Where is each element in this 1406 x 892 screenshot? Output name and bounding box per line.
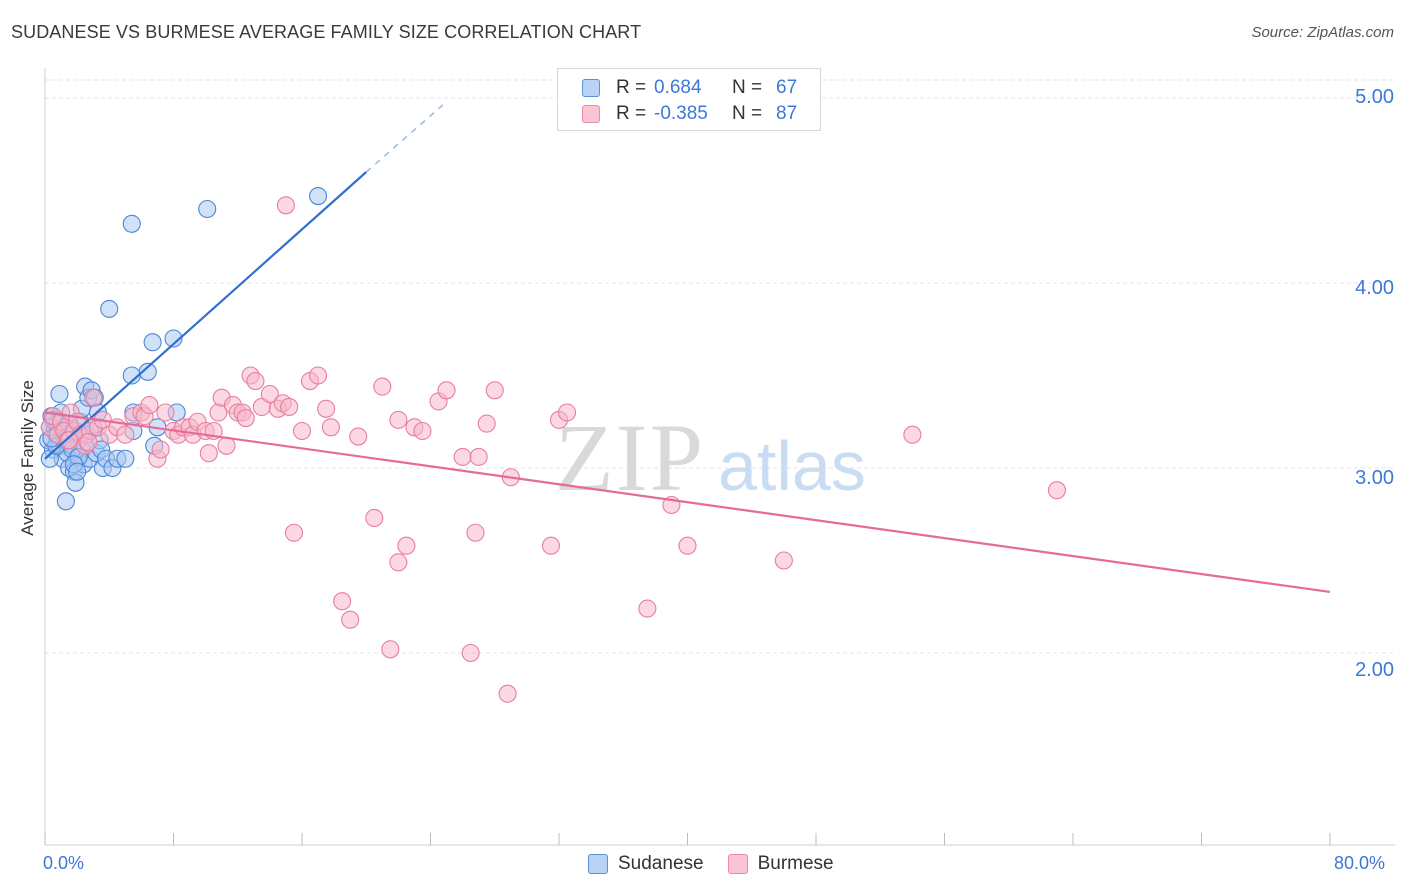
y-tick-label-3: 3.00 [1355, 467, 1394, 489]
burmese-point [1047, 481, 1066, 500]
burmese-point [541, 536, 561, 555]
legend-n-value: 87 [776, 103, 798, 124]
burmese-point [309, 366, 328, 385]
sudanese-point [164, 329, 183, 348]
burmese-point [477, 414, 496, 433]
burmese-point [292, 421, 312, 441]
burmese-point [498, 684, 517, 703]
burmese-point [485, 381, 504, 400]
burmese-point [397, 536, 416, 555]
burmese-point [365, 508, 384, 528]
burmese-point [333, 592, 352, 611]
burmese-point [638, 599, 657, 618]
sudanese-trend-extension [365, 101, 448, 173]
burmese-point [678, 536, 697, 555]
sudanese-trend-line [44, 171, 367, 460]
burmese-point [79, 433, 98, 452]
sudanese-point [56, 492, 75, 511]
burmese-point [437, 381, 456, 400]
sudanese-point [50, 384, 69, 404]
y-tick-label-5: 5.00 [1355, 86, 1394, 108]
burmese-point [349, 427, 368, 446]
burmese-point [453, 447, 472, 466]
legend-swatch-burmese [582, 105, 600, 123]
sudanese-point [143, 333, 162, 352]
burmese-points [40, 196, 1066, 703]
x-tick-label-min: 0.0% [43, 853, 85, 873]
legend-r-label: R = [616, 77, 647, 98]
series-legend-sudanese[interactable]: Sudanese [588, 853, 704, 875]
burmese-point [276, 196, 295, 215]
burmese-point [774, 551, 793, 570]
series-swatch-burmese [727, 854, 748, 874]
burmese-point [280, 397, 299, 417]
legend-r-label: R = [616, 103, 647, 124]
burmese-point [260, 384, 279, 404]
trend-lines [44, 101, 1331, 594]
correlation-legend: R = 0.684 N = 67 R = -0.385 N = 87 [557, 68, 821, 131]
sudanese-point [122, 214, 141, 233]
sudanese-point [68, 462, 87, 481]
burmese-point [466, 523, 485, 542]
burmese-point [557, 403, 577, 422]
burmese-trend-line [44, 411, 1331, 594]
sudanese-point [309, 187, 328, 206]
legend-n-label: N = [732, 103, 763, 124]
burmese-point [381, 640, 400, 659]
legend-row-burmese: R = -0.385 N = 87 [582, 102, 797, 126]
legend-r-value: -0.385 [654, 103, 708, 124]
sudanese-point [100, 299, 119, 318]
sudanese-point [122, 366, 141, 385]
series-legend: Sudanese Burmese [588, 853, 858, 875]
burmese-point [284, 523, 304, 542]
burmese-point [116, 425, 135, 444]
burmese-point [413, 421, 432, 441]
watermark-atlas: atlas [718, 427, 866, 505]
burmese-point [151, 440, 170, 459]
burmese-point [469, 447, 488, 466]
burmese-point [236, 408, 255, 428]
legend-r-value: 0.684 [654, 77, 702, 98]
burmese-point [461, 643, 480, 663]
legend-n-value: 67 [776, 77, 798, 98]
legend-swatch-sudanese [582, 79, 600, 97]
series-legend-burmese[interactable]: Burmese [727, 853, 834, 875]
burmese-point [389, 410, 408, 429]
sudanese-point [116, 449, 135, 468]
legend-row-sudanese: R = 0.684 N = 67 [582, 76, 797, 100]
burmese-point [60, 431, 79, 450]
burmese-point [341, 610, 360, 629]
burmese-point [317, 399, 336, 418]
burmese-point [389, 553, 408, 572]
source-label: Source: ZipAtlas.com [1251, 24, 1394, 41]
watermark: ZIP atlas [555, 404, 866, 511]
burmese-point [217, 436, 236, 455]
burmese-point [321, 418, 340, 437]
x-tick-label-max: 80.0% [1334, 853, 1386, 873]
series-swatch-sudanese [588, 854, 608, 874]
burmese-point [140, 396, 159, 415]
series-label-sudanese: Sudanese [618, 853, 704, 874]
sudanese-point [198, 199, 217, 219]
burmese-point [84, 388, 103, 407]
y-tick-label-2: 2.00 [1355, 659, 1394, 681]
burmese-point [903, 425, 922, 444]
burmese-point [199, 444, 218, 463]
grid-lines [45, 79, 1395, 654]
y-tick-label-4: 4.00 [1355, 277, 1394, 299]
burmese-point [373, 377, 392, 396]
series-label-burmese: Burmese [757, 853, 834, 874]
burmese-point [156, 403, 175, 422]
burmese-point [246, 371, 265, 391]
legend-n-label: N = [732, 77, 763, 98]
chart-title: SUDANESE VS BURMESE AVERAGE FAMILY SIZE … [11, 22, 642, 42]
sudanese-points [39, 187, 328, 511]
